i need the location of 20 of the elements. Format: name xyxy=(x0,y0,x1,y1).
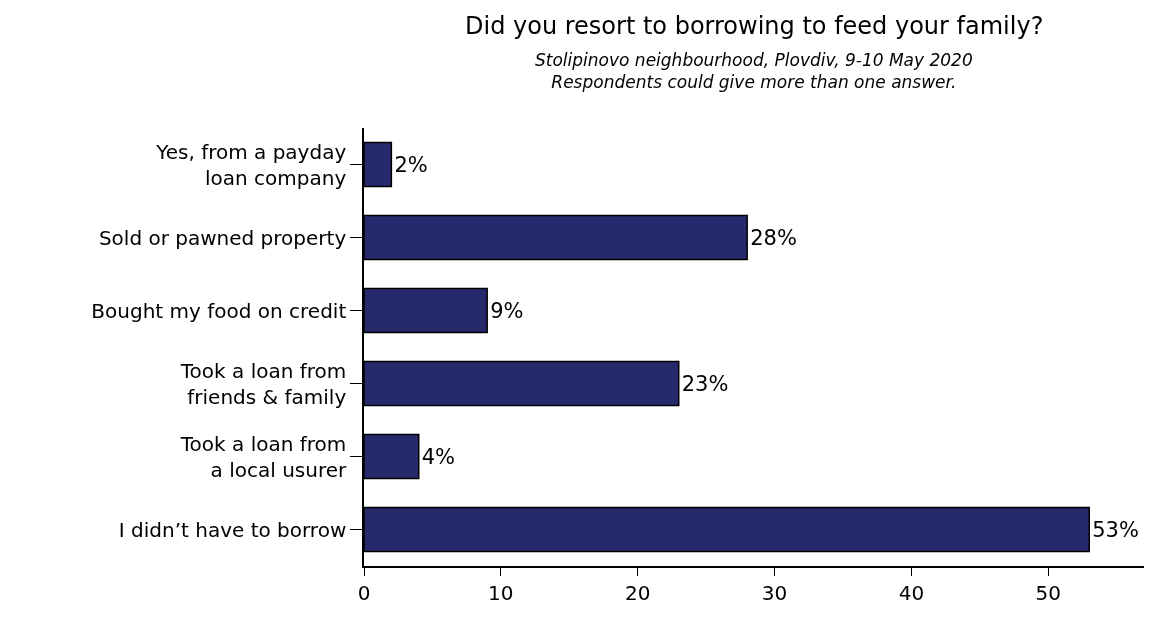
x-tick-label: 50 xyxy=(1035,580,1061,605)
x-tick-label: 40 xyxy=(898,580,925,605)
x-tick-label: 0 xyxy=(357,580,371,605)
y-tick-label: Took a loan from a local usurer xyxy=(179,431,348,482)
data-label: 23% xyxy=(681,371,729,396)
data-label: 2% xyxy=(394,152,428,177)
data-label: 28% xyxy=(750,225,797,250)
x-tick-label: 20 xyxy=(624,580,651,605)
chart-title: Did you resort to borrowing to feed your family? xyxy=(465,12,1044,40)
y-tick-label: Sold or pawned property xyxy=(98,225,347,250)
data-label: 53% xyxy=(1092,517,1139,542)
data-label: 9% xyxy=(490,298,524,323)
y-tick-label: Yes, from a payday loan company xyxy=(155,139,347,190)
x-tick-label: 30 xyxy=(761,580,788,605)
chart-subtitle: Stolipinovo neighbourhood, Plovdiv, 9-10 May 2020 Respondents could give more than one answer. xyxy=(535,50,973,93)
data-label: 4% xyxy=(421,444,456,469)
y-tick-label: Bought my food on credit xyxy=(91,298,347,323)
x-tick-label: 10 xyxy=(488,580,514,605)
y-tick-label: I didn’t have to borrow xyxy=(118,517,347,542)
y-tick-label: Took a loan from friends & family xyxy=(179,358,347,409)
